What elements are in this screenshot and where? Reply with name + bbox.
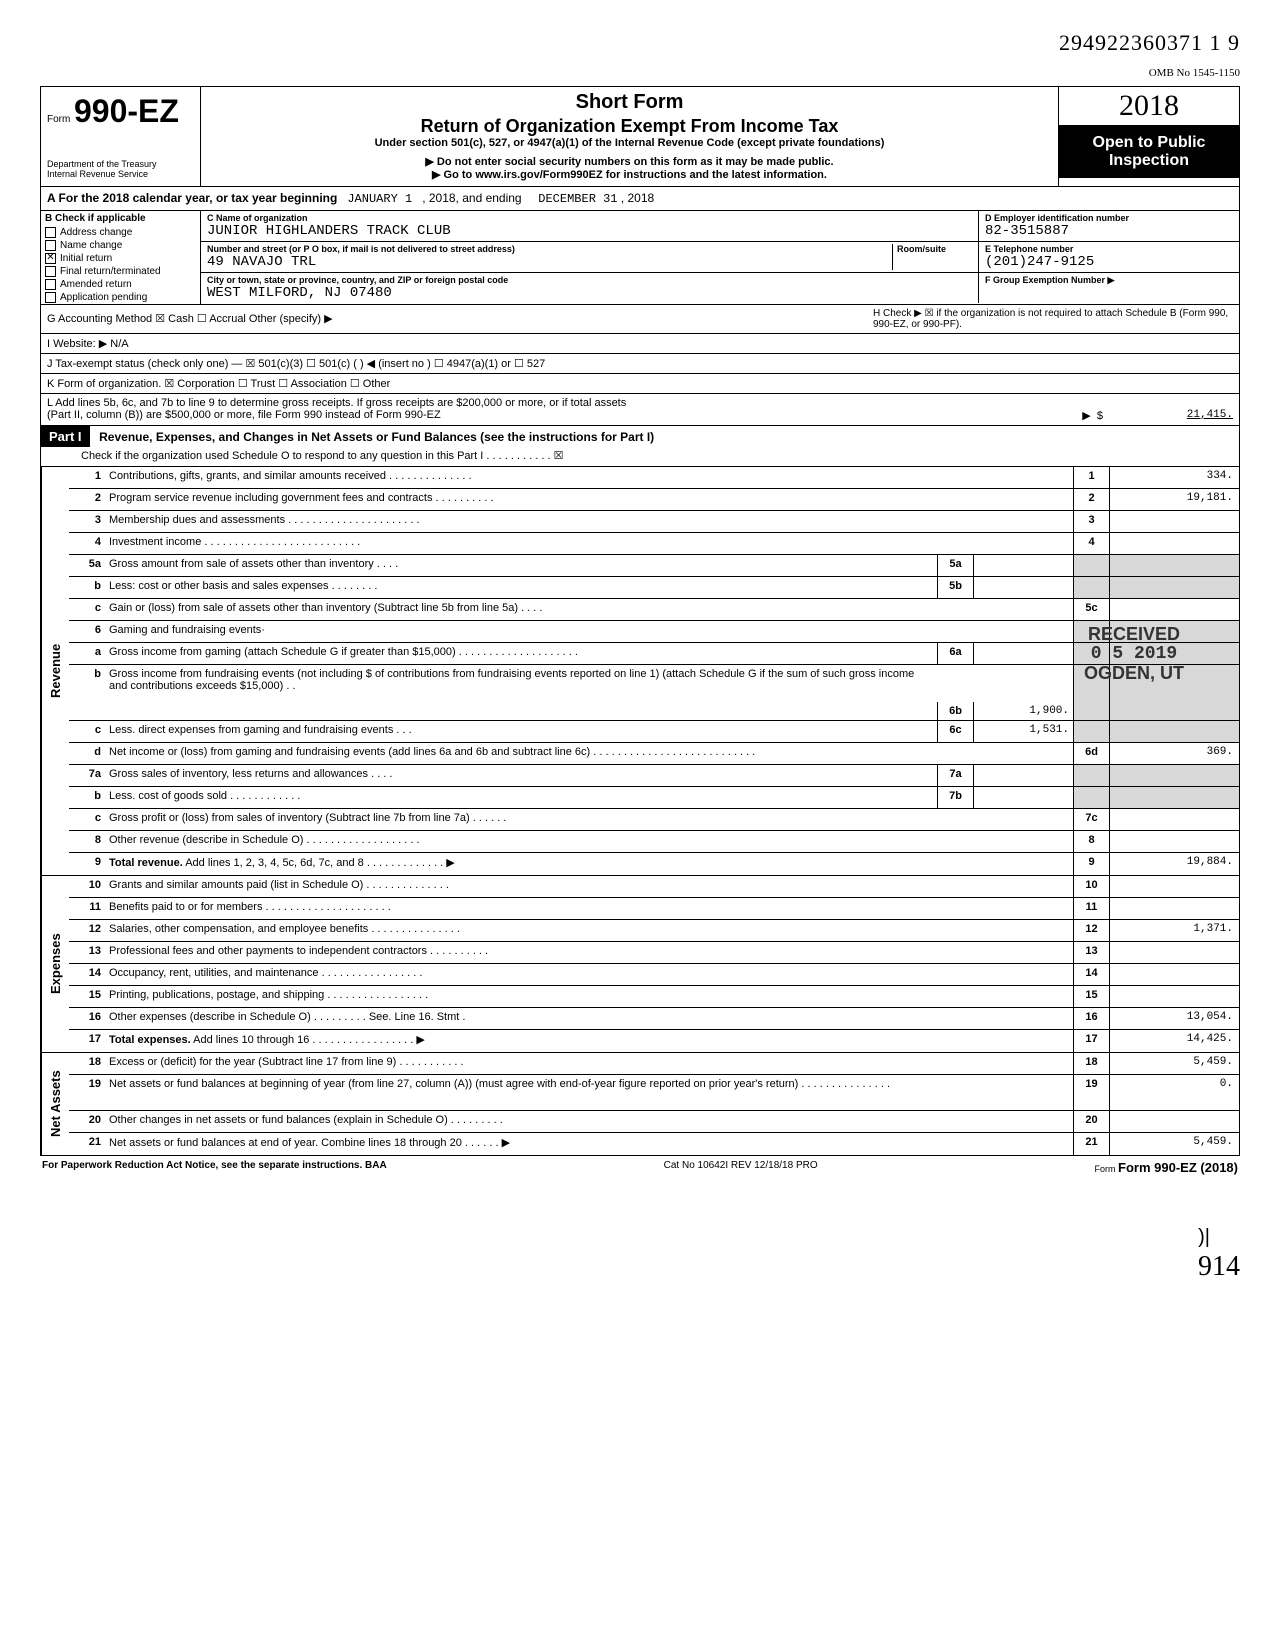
open-to-public: Open to Public Inspection bbox=[1059, 126, 1239, 178]
line-k-form-org: K Form of organization. ☒ Corporation ☐ … bbox=[40, 374, 1240, 394]
checkbox-label: Amended return bbox=[60, 279, 132, 290]
city-label: City or town, state or province, country… bbox=[207, 275, 972, 285]
checkbox-row: Amended return bbox=[41, 278, 200, 291]
form-line: 20Other changes in net assets or fund ba… bbox=[69, 1111, 1239, 1133]
subtitle: Under section 501(c), 527, or 4947(a)(1)… bbox=[209, 137, 1050, 149]
c-name-label: C Name of organization bbox=[207, 213, 972, 223]
stamped-number: 294922360371 1 9 OMB No 1545-1150 bbox=[40, 30, 1240, 82]
street-label: Number and street (or P O box, if mail i… bbox=[207, 244, 892, 254]
form-line: 12Salaries, other compensation, and empl… bbox=[69, 920, 1239, 942]
checkbox-row: Name change bbox=[41, 239, 200, 252]
checkbox-label: Address change bbox=[60, 227, 132, 238]
e-phone-label: E Telephone number bbox=[985, 244, 1233, 254]
checkbox-label: Application pending bbox=[60, 292, 147, 303]
form-line: 1Contributions, gifts, grants, and simil… bbox=[69, 467, 1239, 489]
part-1-schedule-o-check: Check if the organization used Schedule … bbox=[41, 447, 1239, 466]
form-line: 13Professional fees and other payments t… bbox=[69, 942, 1239, 964]
netassets-side-label: Net Assets bbox=[41, 1053, 69, 1155]
checkbox-icon[interactable] bbox=[45, 240, 56, 251]
form-header: Form 990-EZ Department of the Treasury I… bbox=[40, 86, 1240, 187]
form-line: dNet income or (loss) from gaming and fu… bbox=[69, 743, 1239, 765]
form-line: 4Investment income . . . . . . . . . . .… bbox=[69, 533, 1239, 555]
f-group-label: F Group Exemption Number ▶ bbox=[985, 275, 1233, 286]
checkbox-row: Final return/terminated bbox=[41, 265, 200, 278]
form-line: 19Net assets or fund balances at beginni… bbox=[69, 1075, 1239, 1111]
checkbox-icon[interactable] bbox=[45, 266, 56, 277]
page-footer: For Paperwork Reduction Act Notice, see … bbox=[40, 1156, 1240, 1179]
return-title: Return of Organization Exempt From Incom… bbox=[209, 116, 1050, 137]
form-line: 16Other expenses (describe in Schedule O… bbox=[69, 1008, 1239, 1030]
ein-value: 82-3515887 bbox=[985, 223, 1233, 239]
form-line: cGain or (loss) from sale of assets othe… bbox=[69, 599, 1239, 621]
part-1-title: Revenue, Expenses, and Changes in Net As… bbox=[93, 426, 660, 448]
street-value: 49 NAVAJO TRL bbox=[207, 254, 892, 270]
checkbox-label: Final return/terminated bbox=[60, 266, 161, 277]
line-l: L Add lines 5b, 6c, and 7b to line 9 to … bbox=[40, 394, 1240, 426]
form-line: 21Net assets or fund balances at end of … bbox=[69, 1133, 1239, 1155]
d-ein-label: D Employer identification number bbox=[985, 213, 1233, 223]
checkbox-icon[interactable] bbox=[45, 279, 56, 290]
form-line: 15Printing, publications, postage, and s… bbox=[69, 986, 1239, 1008]
short-form-title: Short Form bbox=[209, 91, 1050, 114]
checkbox-icon[interactable] bbox=[45, 292, 56, 303]
form-number: 990-EZ bbox=[74, 93, 179, 129]
line-j-tax-status: J Tax-exempt status (check only one) — ☒… bbox=[40, 354, 1240, 374]
form-line: 17Total expenses. Add lines 10 through 1… bbox=[69, 1030, 1239, 1052]
checkbox-row: Address change bbox=[41, 226, 200, 239]
ssn-note: ▶ Do not enter social security numbers o… bbox=[209, 155, 1050, 168]
checkbox-row: ✕ Initial return bbox=[41, 252, 200, 265]
form-line: bLess: cost or other basis and sales exp… bbox=[69, 577, 1239, 599]
tax-year: 2018 bbox=[1059, 87, 1239, 126]
form-line: cLess. direct expenses from gaming and f… bbox=[69, 721, 1239, 743]
received-stamp: RECEIVED0 5 2019OGDEN, UT bbox=[1054, 625, 1214, 684]
revenue-side-label: Revenue bbox=[41, 467, 69, 875]
room-label: Room/suite bbox=[897, 244, 972, 254]
column-b-checkboxes: B Check if applicable Address changeName… bbox=[41, 211, 201, 304]
org-name: JUNIOR HIGHLANDERS TRACK CLUB bbox=[207, 223, 972, 239]
form-line: 9Total revenue. Add lines 1, 2, 3, 4, 5c… bbox=[69, 853, 1239, 875]
form-line: 2Program service revenue including gover… bbox=[69, 489, 1239, 511]
checkbox-row: Application pending bbox=[41, 291, 200, 304]
checkbox-icon[interactable] bbox=[45, 227, 56, 238]
form-line: 3Membership dues and assessments . . . .… bbox=[69, 511, 1239, 533]
handwritten-914: )| 914 bbox=[40, 1219, 1240, 1283]
line-g-accounting: G Accounting Method ☒ Cash ☐ Accrual Oth… bbox=[40, 305, 1240, 334]
form-line: bLess. cost of goods sold . . . . . . . … bbox=[69, 787, 1239, 809]
form-line: 5aGross amount from sale of assets other… bbox=[69, 555, 1239, 577]
checkbox-label: Initial return bbox=[60, 253, 112, 264]
checkbox-label: Name change bbox=[60, 240, 122, 251]
form-line: 14Occupancy, rent, utilities, and mainte… bbox=[69, 964, 1239, 986]
phone-value: (201)247-9125 bbox=[985, 254, 1233, 270]
form-line: 8Other revenue (describe in Schedule O) … bbox=[69, 831, 1239, 853]
part-1-header: Part I bbox=[41, 426, 90, 447]
gross-receipts-amount: 21,415. bbox=[1103, 409, 1233, 422]
form-line: bGross income from fundraising events (n… bbox=[69, 665, 1239, 721]
checkbox-icon[interactable]: ✕ bbox=[45, 253, 56, 264]
expenses-side-label: Expenses bbox=[41, 876, 69, 1052]
form-line: 18Excess or (deficit) for the year (Subt… bbox=[69, 1053, 1239, 1075]
form-line: 7aGross sales of inventory, less returns… bbox=[69, 765, 1239, 787]
form-line: 11Benefits paid to or for members . . . … bbox=[69, 898, 1239, 920]
row-a-calendar-year: A For the 2018 calendar year, or tax yea… bbox=[40, 187, 1240, 211]
city-value: WEST MILFORD, NJ 07480 bbox=[207, 285, 972, 301]
form-prefix: Form bbox=[47, 114, 70, 125]
line-i-website: I Website: ▶ N/A bbox=[40, 334, 1240, 354]
url-note: ▶ Go to www.irs.gov/Form990EZ for instru… bbox=[209, 168, 1050, 181]
form-line: 10Grants and similar amounts paid (list … bbox=[69, 876, 1239, 898]
form-line: cGross profit or (loss) from sales of in… bbox=[69, 809, 1239, 831]
department-label: Department of the Treasury Internal Reve… bbox=[47, 160, 194, 180]
